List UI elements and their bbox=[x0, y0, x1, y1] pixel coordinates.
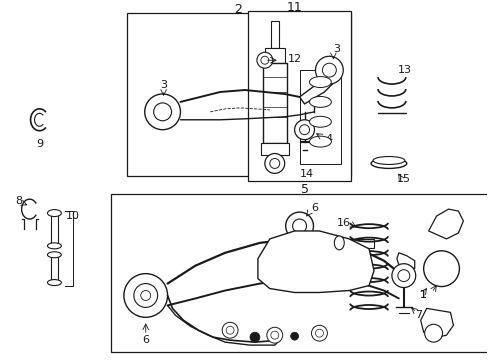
Bar bbox=[264, 48, 284, 63]
Circle shape bbox=[225, 326, 234, 334]
Circle shape bbox=[290, 332, 298, 340]
Bar bbox=[299, 70, 341, 165]
Circle shape bbox=[315, 56, 343, 84]
Text: 3: 3 bbox=[332, 44, 339, 54]
Polygon shape bbox=[420, 309, 452, 338]
Circle shape bbox=[222, 322, 238, 338]
Polygon shape bbox=[396, 253, 414, 269]
Text: 1: 1 bbox=[419, 291, 427, 301]
Ellipse shape bbox=[309, 96, 331, 107]
Circle shape bbox=[311, 325, 326, 341]
Ellipse shape bbox=[47, 280, 61, 285]
Circle shape bbox=[256, 52, 272, 68]
Text: 1: 1 bbox=[419, 291, 427, 301]
Circle shape bbox=[260, 56, 268, 64]
Circle shape bbox=[322, 63, 336, 77]
Ellipse shape bbox=[413, 233, 472, 312]
Circle shape bbox=[292, 219, 306, 233]
Bar bbox=[247, 10, 350, 181]
Text: 5: 5 bbox=[300, 183, 308, 196]
Bar bbox=[339, 239, 373, 248]
Circle shape bbox=[266, 327, 282, 343]
Ellipse shape bbox=[309, 136, 331, 147]
Circle shape bbox=[123, 274, 167, 317]
Text: 14: 14 bbox=[299, 169, 313, 179]
Circle shape bbox=[264, 153, 284, 174]
Circle shape bbox=[134, 284, 157, 307]
Text: 9: 9 bbox=[36, 139, 43, 149]
Text: 6: 6 bbox=[310, 203, 317, 213]
Ellipse shape bbox=[47, 210, 61, 217]
Text: 12: 12 bbox=[287, 54, 301, 64]
Circle shape bbox=[249, 332, 259, 342]
Bar bbox=[51, 256, 58, 280]
Circle shape bbox=[391, 264, 415, 288]
Circle shape bbox=[153, 103, 171, 121]
Text: 6: 6 bbox=[142, 335, 149, 345]
Text: 16: 16 bbox=[337, 218, 350, 228]
Text: 2: 2 bbox=[234, 3, 242, 16]
Circle shape bbox=[423, 251, 458, 287]
Circle shape bbox=[285, 212, 313, 240]
Text: 3: 3 bbox=[160, 80, 167, 90]
Polygon shape bbox=[257, 231, 373, 293]
Text: 8: 8 bbox=[15, 196, 22, 206]
Ellipse shape bbox=[47, 243, 61, 249]
Ellipse shape bbox=[47, 252, 61, 258]
Circle shape bbox=[397, 270, 409, 282]
Circle shape bbox=[141, 291, 150, 301]
Ellipse shape bbox=[334, 236, 344, 250]
Text: 4: 4 bbox=[325, 134, 332, 144]
Ellipse shape bbox=[372, 157, 404, 165]
Circle shape bbox=[315, 329, 323, 337]
Text: 7: 7 bbox=[414, 310, 422, 320]
Bar bbox=[260, 143, 288, 154]
Text: 11: 11 bbox=[286, 1, 302, 14]
Bar bbox=[263, 63, 286, 143]
Bar bbox=[126, 13, 350, 176]
Bar bbox=[51, 214, 58, 244]
Circle shape bbox=[424, 324, 442, 342]
Ellipse shape bbox=[309, 77, 331, 87]
Bar bbox=[270, 21, 278, 48]
Text: 15: 15 bbox=[396, 174, 410, 184]
Circle shape bbox=[299, 125, 309, 135]
Circle shape bbox=[269, 158, 279, 168]
Text: 13: 13 bbox=[397, 65, 411, 75]
Text: 10: 10 bbox=[66, 211, 80, 221]
Ellipse shape bbox=[370, 158, 406, 168]
Bar bbox=[111, 194, 488, 352]
Polygon shape bbox=[428, 209, 463, 239]
Circle shape bbox=[270, 331, 278, 339]
Ellipse shape bbox=[309, 116, 331, 127]
Polygon shape bbox=[299, 72, 339, 104]
Circle shape bbox=[144, 94, 180, 130]
Circle shape bbox=[294, 120, 314, 140]
